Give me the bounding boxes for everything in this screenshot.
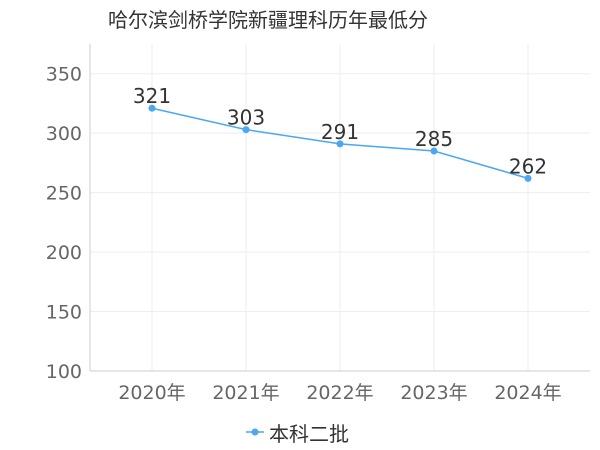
data-label: 262	[509, 154, 547, 178]
y-tick-label: 200	[46, 242, 82, 264]
y-tick-label: 350	[46, 64, 82, 86]
x-tick-label: 2020年	[118, 382, 185, 404]
x-tick-label: 2021年	[212, 382, 279, 404]
data-point	[430, 147, 438, 155]
legend-series-label: 本科二批	[269, 421, 349, 446]
x-tick-label: 2023年	[400, 382, 467, 404]
data-point	[524, 174, 532, 182]
y-tick-label: 100	[46, 361, 82, 383]
chart-title: 哈尔滨剑桥学院新疆理科历年最低分	[108, 8, 428, 32]
data-label: 321	[133, 84, 171, 108]
data-point	[336, 140, 344, 148]
y-tick-label: 150	[46, 302, 82, 324]
data-label: 291	[321, 120, 359, 144]
y-tick-label: 250	[46, 183, 82, 205]
data-label: 285	[415, 127, 453, 151]
legend[interactable]: 本科二批	[245, 419, 349, 446]
x-tick-label: 2024年	[494, 382, 561, 404]
x-tick-label: 2022年	[306, 382, 373, 404]
y-tick-label: 300	[46, 123, 82, 145]
data-point	[148, 104, 156, 112]
legend-series-marker	[246, 428, 264, 436]
data-label: 303	[227, 106, 265, 130]
data-point	[242, 126, 250, 134]
